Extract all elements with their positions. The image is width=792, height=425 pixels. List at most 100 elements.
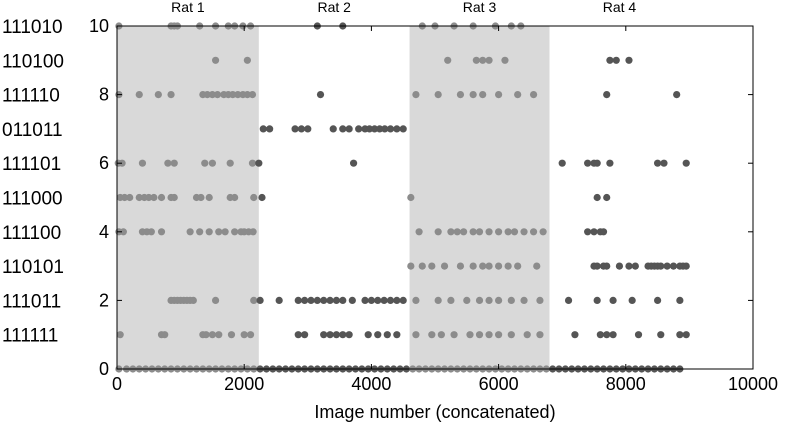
data-point xyxy=(603,262,611,270)
data-point xyxy=(320,296,328,304)
data-point xyxy=(593,159,601,167)
data-point xyxy=(170,193,178,202)
data-point xyxy=(374,296,382,304)
data-point xyxy=(167,91,175,99)
data-point xyxy=(495,331,503,339)
data-point xyxy=(145,193,153,202)
data-point xyxy=(564,296,573,304)
data-point xyxy=(475,331,484,339)
data-point xyxy=(469,262,477,270)
data-point xyxy=(213,91,222,99)
data-point xyxy=(625,262,633,270)
data-point xyxy=(593,262,601,270)
data-point xyxy=(628,296,636,304)
data-point xyxy=(202,331,210,339)
data-point xyxy=(536,331,544,339)
data-point xyxy=(495,91,503,99)
data-point xyxy=(407,193,415,202)
data-point xyxy=(294,296,302,304)
data-point xyxy=(345,331,353,339)
data-point xyxy=(507,331,515,339)
data-point xyxy=(495,228,503,236)
data-point xyxy=(434,296,442,304)
code-label: 111000 xyxy=(2,189,63,210)
data-point xyxy=(258,193,266,202)
data-point xyxy=(370,125,379,133)
data-point xyxy=(657,262,665,270)
data-point xyxy=(399,125,407,133)
x-tick-label: 4000 xyxy=(351,374,391,394)
data-point xyxy=(669,262,678,270)
data-point xyxy=(682,262,690,270)
data-point xyxy=(606,159,614,167)
data-point xyxy=(364,331,372,339)
data-point xyxy=(485,262,493,270)
data-point xyxy=(386,125,395,133)
data-point xyxy=(603,331,611,339)
data-point xyxy=(475,228,484,236)
data-point xyxy=(349,159,358,167)
data-point xyxy=(231,193,239,202)
data-point xyxy=(447,228,455,236)
data-point xyxy=(479,262,487,270)
data-point xyxy=(161,331,169,339)
data-point xyxy=(682,159,690,167)
data-point xyxy=(226,159,234,167)
rat-label: Rat 1 xyxy=(171,0,205,15)
data-point xyxy=(603,91,611,99)
data-point xyxy=(529,91,538,99)
rat-labels-layer: Rat 1 Rat 2 Rat 3 Rat 4 xyxy=(171,0,636,15)
data-point xyxy=(291,125,299,133)
data-point xyxy=(606,56,614,64)
data-point xyxy=(211,296,220,304)
rat-region-3 xyxy=(409,26,550,369)
data-point xyxy=(339,331,347,339)
x-tick-label: 0 xyxy=(112,374,122,394)
data-point xyxy=(485,228,493,236)
data-point xyxy=(361,296,369,304)
data-point xyxy=(118,159,126,167)
data-point xyxy=(584,228,592,236)
data-point xyxy=(428,262,436,270)
data-point xyxy=(227,331,236,339)
data-point xyxy=(415,228,423,236)
data-point xyxy=(243,91,251,99)
data-point xyxy=(456,262,465,270)
data-point xyxy=(654,296,662,304)
data-point xyxy=(304,125,312,133)
data-point xyxy=(393,331,401,339)
data-point xyxy=(533,262,541,270)
rat-label: Rat 4 xyxy=(603,0,637,15)
data-point xyxy=(157,193,166,202)
data-point xyxy=(634,331,643,339)
data-point xyxy=(249,228,257,236)
data-point xyxy=(485,56,493,64)
data-point xyxy=(186,228,194,236)
data-point xyxy=(571,331,579,339)
data-point xyxy=(475,296,484,304)
data-point xyxy=(469,228,477,236)
data-point xyxy=(469,91,477,99)
data-point xyxy=(157,228,166,236)
data-point xyxy=(460,228,468,236)
data-point xyxy=(345,125,353,133)
rat-shading-layer xyxy=(117,26,550,369)
y-tick-label: 8 xyxy=(99,85,109,105)
data-point xyxy=(215,228,223,236)
data-point xyxy=(495,296,503,304)
data-point xyxy=(479,56,487,64)
data-point xyxy=(231,228,239,236)
data-point xyxy=(510,228,519,236)
data-point xyxy=(676,296,684,304)
data-point xyxy=(307,296,315,304)
code-label: 110101 xyxy=(2,257,64,278)
data-point xyxy=(256,296,264,304)
data-point xyxy=(453,228,461,236)
data-point xyxy=(196,228,204,236)
data-point xyxy=(434,228,442,236)
data-point xyxy=(412,296,420,304)
data-point xyxy=(316,91,325,99)
data-point xyxy=(135,91,143,99)
code-label: 111101 xyxy=(2,154,61,175)
